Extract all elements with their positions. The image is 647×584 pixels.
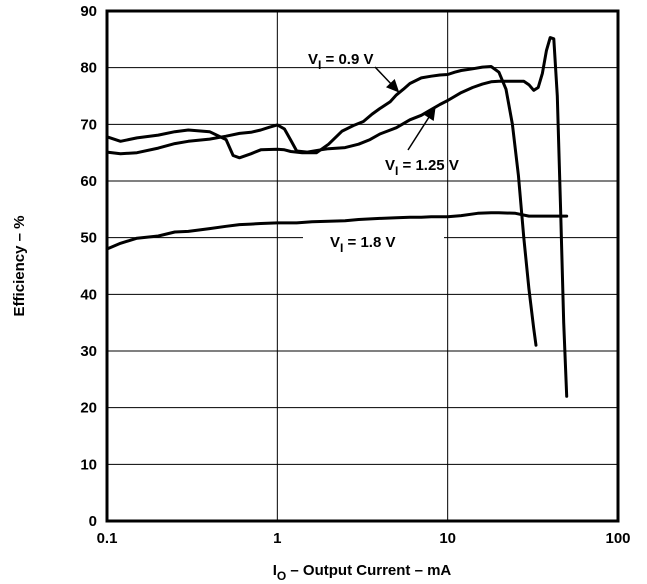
x-tick-label: 0.1 <box>97 530 118 547</box>
series-label-2: VI = 1.25 V <box>385 106 459 178</box>
tick-labels: 0 10 20 30 40 50 60 70 80 90 0.1 1 10 100 <box>80 3 630 547</box>
y-tick-label: 60 <box>80 173 97 190</box>
grid-lines <box>106 10 619 522</box>
series-label-background <box>303 231 444 253</box>
x-axis-label: IO – Output Current – mA <box>273 562 452 583</box>
series-line-1 <box>105 65 538 347</box>
x-tick-label: 10 <box>439 530 456 547</box>
series-line-3 <box>105 211 569 251</box>
y-axis-label: Efficiency – % <box>11 216 28 317</box>
y-tick-label: 10 <box>80 456 97 473</box>
y-tick-label: 40 <box>80 286 97 303</box>
series-label-1: VI = 0.9 V <box>308 51 400 94</box>
series-label-text: VI = 1.25 V <box>385 157 459 178</box>
series-line-2 <box>105 36 569 398</box>
y-tick-label: 0 <box>89 513 97 530</box>
y-tick-label: 80 <box>80 60 97 77</box>
series-labels: VI = 0.9 V VI = 1.25 V VI = 1.8 V <box>303 51 459 255</box>
arrowhead-icon <box>385 79 400 93</box>
series-label-3: VI = 1.8 V <box>303 231 444 255</box>
x-tick-label: 100 <box>605 530 630 547</box>
y-tick-label: 20 <box>80 400 97 417</box>
plot-frame <box>105 9 620 523</box>
y-tick-label: 50 <box>80 230 97 247</box>
series-label-text: VI = 0.9 V <box>308 51 373 72</box>
x-tick-label: 1 <box>273 530 281 547</box>
y-tick-label: 90 <box>80 3 97 20</box>
arrowhead-icon <box>423 106 436 121</box>
series-label-text: VI = 1.8 V <box>330 234 395 255</box>
series-lines <box>105 36 569 398</box>
y-tick-label: 30 <box>80 343 97 360</box>
y-tick-label: 70 <box>80 116 97 133</box>
